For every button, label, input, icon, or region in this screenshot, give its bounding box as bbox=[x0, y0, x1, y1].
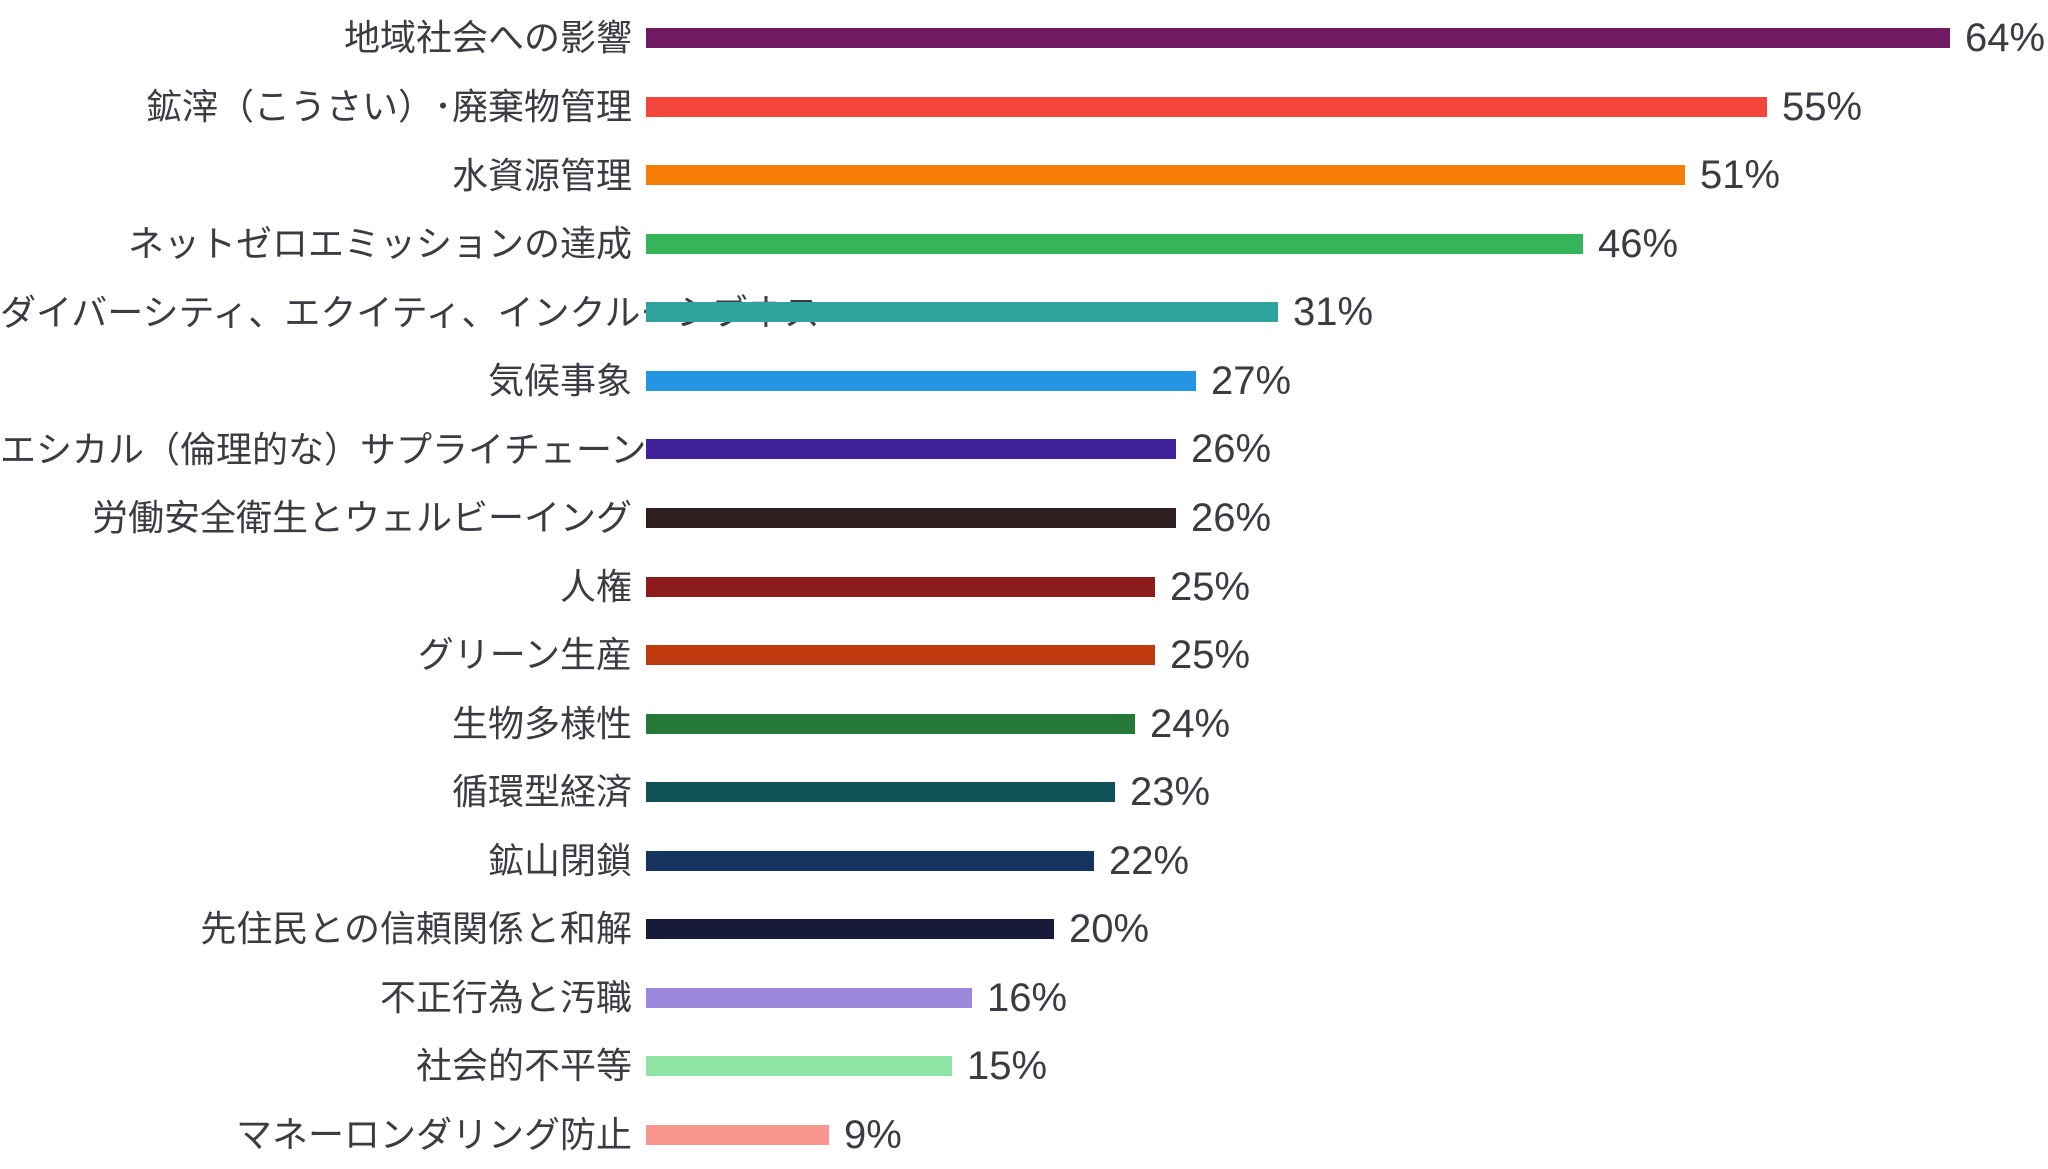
value-label: 15% bbox=[967, 1044, 1048, 1089]
category-label: 水資源管理 bbox=[451, 154, 632, 196]
value-label: 25% bbox=[1170, 564, 1251, 609]
category-label: 気候事象 bbox=[487, 360, 632, 402]
bar bbox=[646, 96, 1767, 117]
bar-row: 鉱山閉鎖 22% bbox=[0, 826, 2048, 895]
bar-area: 22% bbox=[646, 841, 2048, 881]
category-label: 循環型経済 bbox=[451, 771, 632, 813]
bar bbox=[646, 576, 1155, 597]
bar bbox=[646, 439, 1176, 460]
bar-row: エシカル（倫理的な）サプライチェーン 26% bbox=[0, 415, 2048, 484]
category-label: 地域社会への影響 bbox=[343, 17, 632, 59]
value-label: 22% bbox=[1109, 838, 1190, 883]
bar-row: 先住民との信頼関係と和解 20% bbox=[0, 895, 2048, 964]
bar-row: 労働安全衛生とウェルビーイング 26% bbox=[0, 484, 2048, 553]
value-label: 9% bbox=[844, 1112, 902, 1157]
value-label: 26% bbox=[1191, 427, 1272, 472]
value-label: 20% bbox=[1069, 907, 1150, 952]
bar-row: ダイバーシティ、エクイティ、インクルーシブネス 31% bbox=[0, 278, 2048, 347]
bar bbox=[646, 1056, 952, 1077]
bar-area: 25% bbox=[646, 635, 2048, 675]
bar-row: 水資源管理 51% bbox=[0, 141, 2048, 210]
category-label: 鉱滓（こうさい）･廃棄物管理 bbox=[145, 86, 632, 127]
category-label: エシカル（倫理的な）サプライチェーン bbox=[0, 428, 647, 470]
bar-row: 生物多様性 24% bbox=[0, 689, 2048, 758]
value-label: 31% bbox=[1293, 290, 1374, 335]
value-label: 64% bbox=[1965, 16, 2046, 61]
bar-row: 気候事象 27% bbox=[0, 347, 2048, 416]
value-label: 46% bbox=[1598, 221, 1679, 266]
category-label: 生物多様性 bbox=[451, 702, 632, 744]
value-label: 27% bbox=[1211, 358, 1292, 403]
bar-area: 55% bbox=[646, 87, 2048, 127]
category-label: 不正行為と汚職 bbox=[379, 976, 632, 1018]
bar-area: 46% bbox=[646, 224, 2048, 264]
bar-area: 24% bbox=[646, 704, 2048, 744]
category-label: ダイバーシティ、エクイティ、インクルーシブネス bbox=[0, 291, 820, 333]
bar bbox=[646, 165, 1685, 186]
category-label: グリーン生産 bbox=[417, 634, 632, 676]
bar bbox=[646, 233, 1583, 254]
bar-row: 不正行為と汚職 16% bbox=[0, 963, 2048, 1032]
bar bbox=[646, 782, 1115, 803]
bar bbox=[646, 507, 1176, 528]
bar bbox=[646, 28, 1950, 49]
bar-row: マネーロンダリング防止 9% bbox=[0, 1101, 2048, 1169]
bar bbox=[646, 919, 1054, 940]
bar-area: 26% bbox=[646, 498, 2048, 538]
bar-area: 15% bbox=[646, 1046, 2048, 1086]
bar bbox=[646, 302, 1278, 323]
bar bbox=[646, 645, 1155, 666]
bar bbox=[646, 987, 972, 1008]
bar-area: 27% bbox=[646, 361, 2048, 401]
value-label: 26% bbox=[1191, 495, 1272, 540]
category-label: 先住民との信頼関係と和解 bbox=[200, 908, 632, 950]
bar-row: 社会的不平等 15% bbox=[0, 1032, 2048, 1101]
bar bbox=[646, 850, 1094, 871]
bar-area: 25% bbox=[646, 567, 2048, 607]
category-label: 労働安全衛生とウェルビーイング bbox=[91, 497, 632, 539]
category-label: 人権 bbox=[559, 565, 632, 607]
bar-row: 地域社会への影響 64% bbox=[0, 4, 2048, 73]
bar-area: 23% bbox=[646, 772, 2048, 812]
bar bbox=[646, 1124, 829, 1145]
category-label: ネットゼロエミッションの達成 bbox=[127, 223, 632, 265]
bar-area: 20% bbox=[646, 909, 2048, 949]
value-label: 24% bbox=[1150, 701, 1231, 746]
value-label: 16% bbox=[987, 975, 1068, 1020]
bar-area: 51% bbox=[646, 155, 2048, 195]
bar bbox=[646, 713, 1135, 734]
value-label: 55% bbox=[1782, 84, 1863, 129]
bar-row: ネットゼロエミッションの達成 46% bbox=[0, 210, 2048, 279]
bar bbox=[646, 370, 1196, 391]
bar-area: 9% bbox=[646, 1115, 2048, 1155]
bar-area: 31% bbox=[646, 292, 2048, 332]
bar-row: グリーン生産 25% bbox=[0, 621, 2048, 690]
value-label: 51% bbox=[1700, 153, 1781, 198]
value-label: 25% bbox=[1170, 633, 1251, 678]
bar-row: 人権 25% bbox=[0, 552, 2048, 621]
bar-area: 16% bbox=[646, 978, 2048, 1018]
category-label: マネーロンダリング防止 bbox=[235, 1113, 632, 1155]
bar-area: 64% bbox=[646, 18, 2048, 58]
category-label: 鉱山閉鎖 bbox=[487, 839, 632, 881]
category-label: 社会的不平等 bbox=[415, 1045, 632, 1087]
bar-row: 鉱滓（こうさい）･廃棄物管理 55% bbox=[0, 73, 2048, 142]
value-label: 23% bbox=[1130, 770, 1211, 815]
bar-area: 26% bbox=[646, 429, 2048, 469]
bar-row: 循環型経済 23% bbox=[0, 758, 2048, 827]
